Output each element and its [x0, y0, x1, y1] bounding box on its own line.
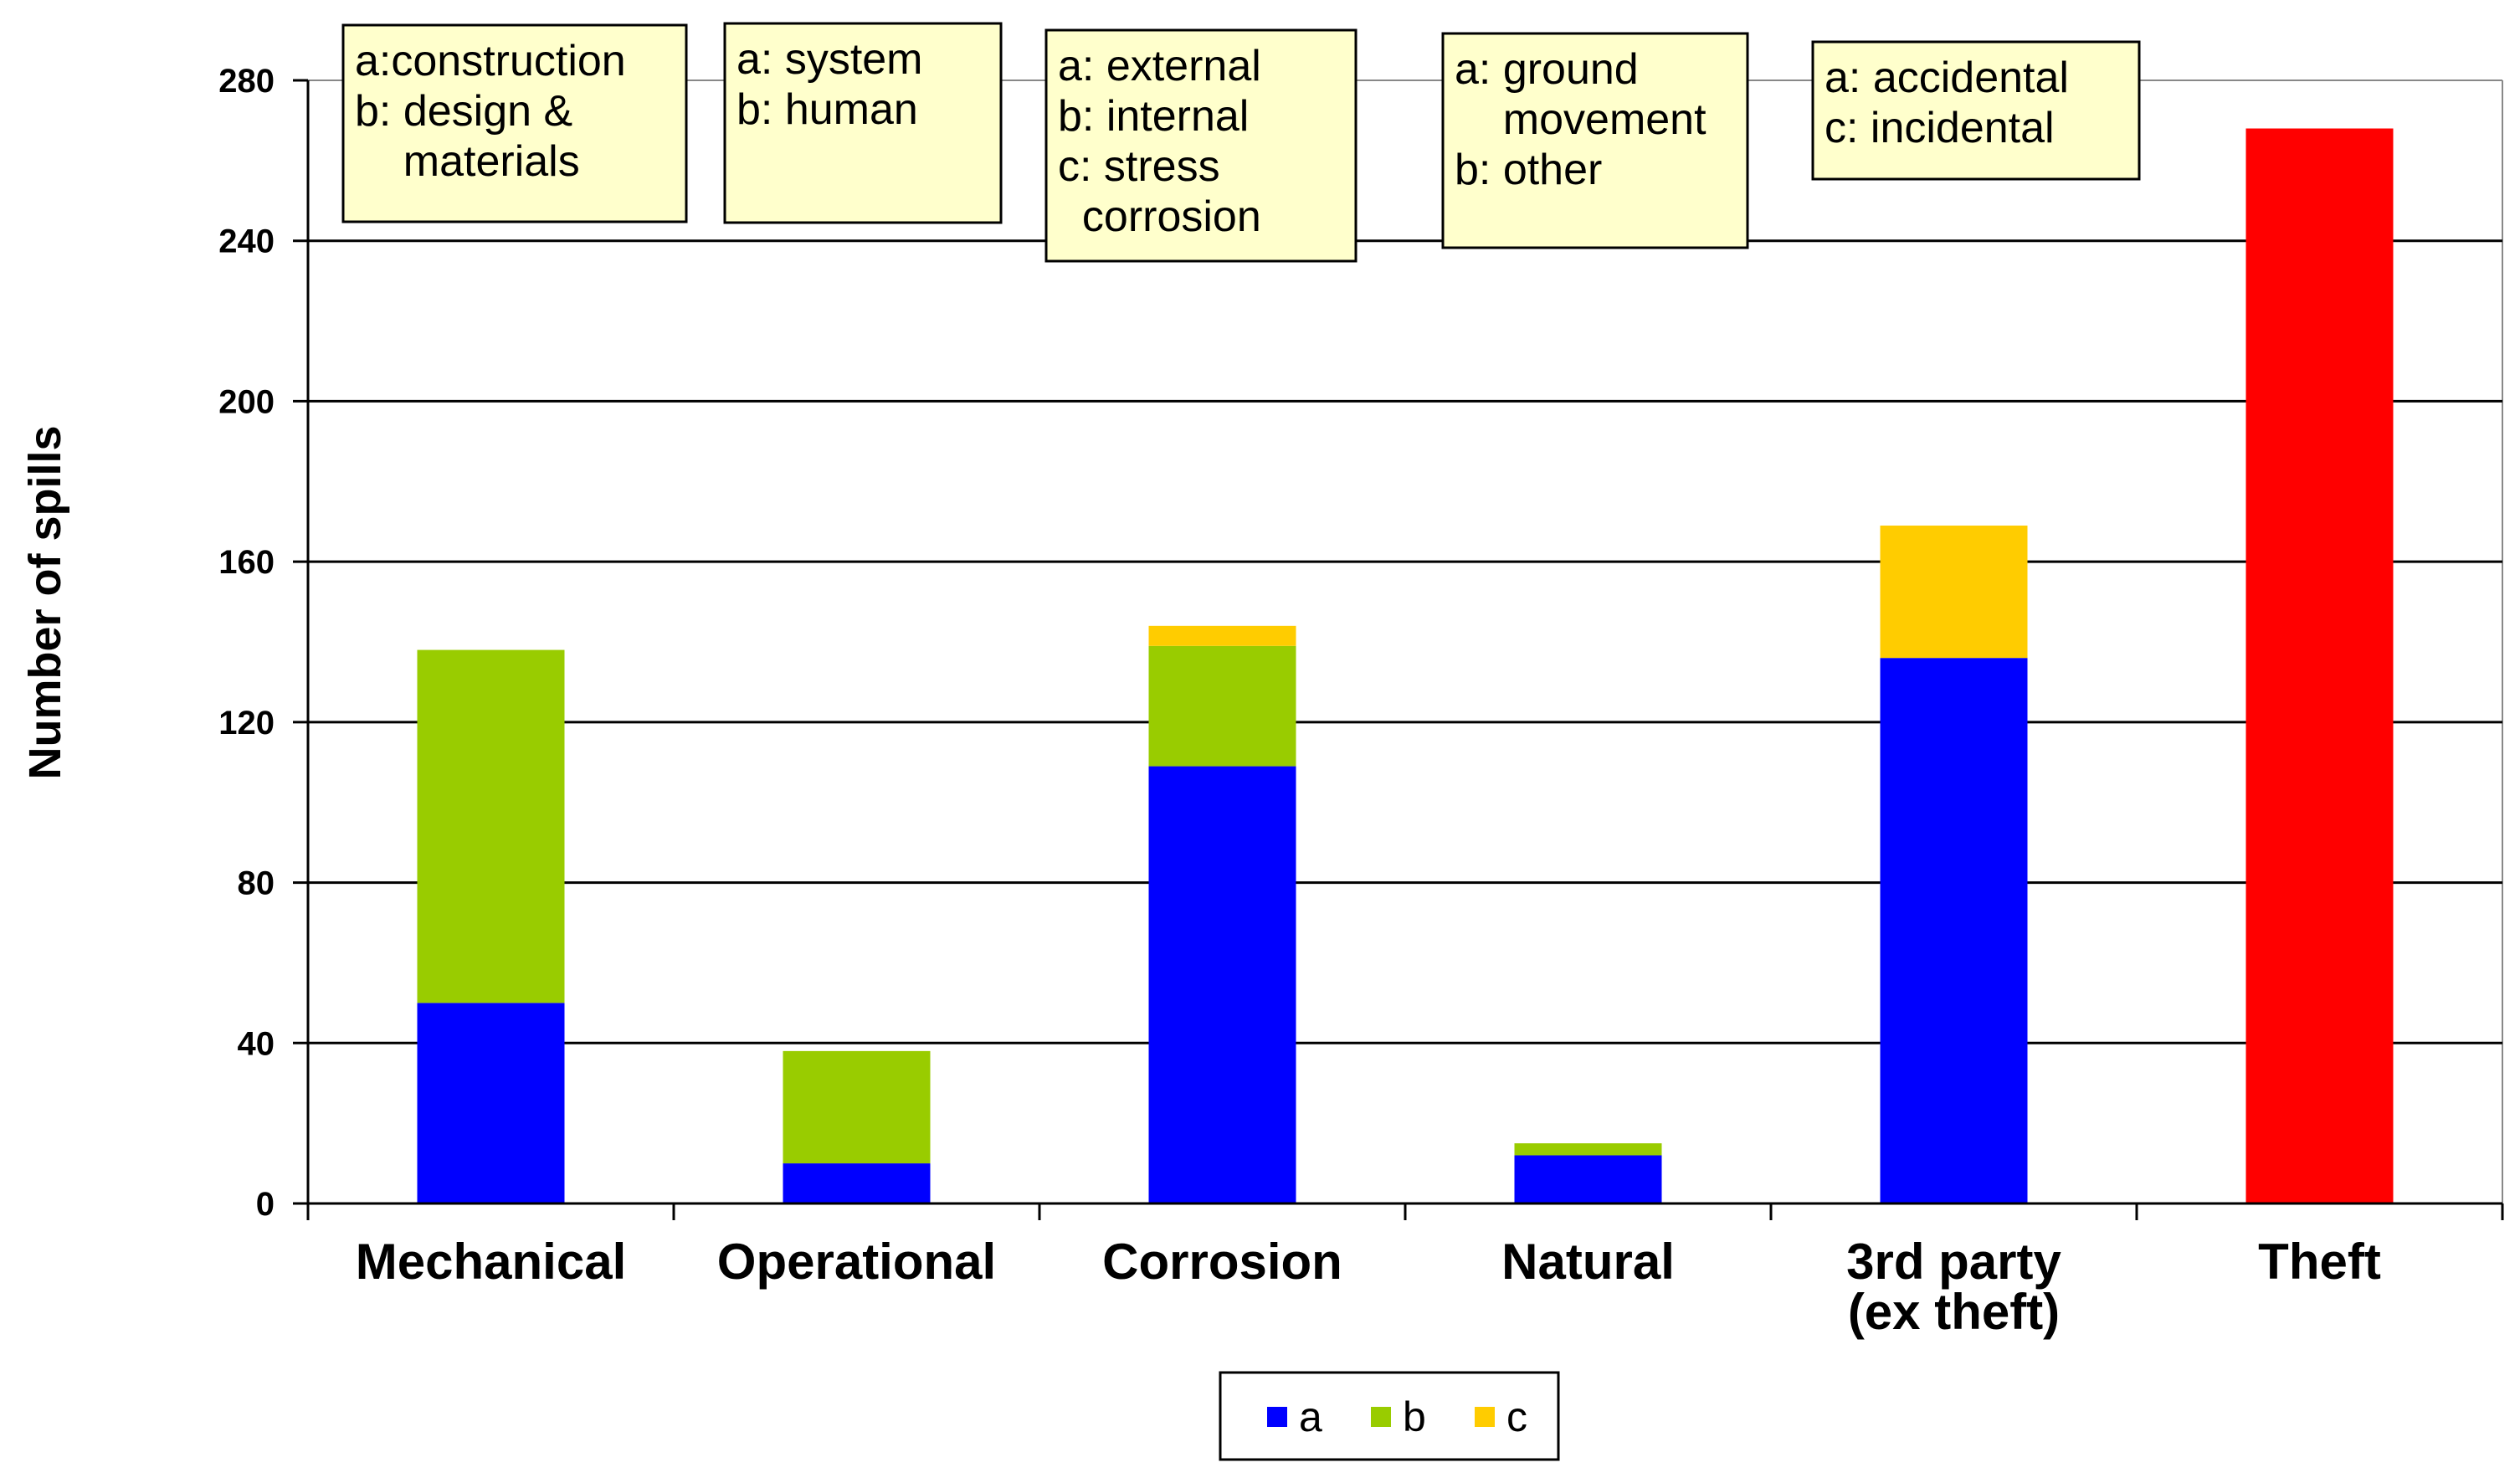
annotation-text: b: design & [355, 87, 572, 136]
bar-segment-theft [2245, 128, 2394, 1203]
y-tick-label: 240 [218, 223, 275, 260]
annotation-text: a: ground [1455, 45, 1639, 94]
annotation-text: a: system [736, 35, 923, 84]
annotation-text: materials [355, 137, 580, 186]
legend-swatch-b [1371, 1407, 1391, 1427]
bar-segment-a [1880, 658, 2028, 1203]
bar-segment-a [783, 1163, 931, 1203]
bar-segment-c [1148, 625, 1296, 646]
legend-label-b: b [1403, 1393, 1426, 1440]
x-category-label: Theft [2258, 1234, 2381, 1290]
annotation-text: corrosion [1058, 192, 1261, 241]
legend: a b c [1219, 1371, 1560, 1461]
annotation-text: b: other [1455, 146, 1602, 194]
annotation-box [1441, 32, 1749, 249]
annotation-box [1811, 40, 2141, 181]
annotation-text: b: internal [1058, 92, 1249, 141]
y-tick-label: 80 [238, 865, 275, 902]
x-category-label: 3rd party [1846, 1234, 2061, 1290]
legend-label-a: a [1299, 1393, 1322, 1440]
y-tick-label: 280 [218, 63, 275, 100]
y-tick-label: 160 [218, 544, 275, 581]
bar-segment-b [1514, 1143, 1662, 1156]
annotation-text: c: stress [1058, 142, 1220, 191]
bar-segment-b [1148, 645, 1296, 767]
bar-segment-b [783, 1050, 931, 1164]
annotation-box [723, 22, 1003, 224]
bar-segment-a [417, 1003, 565, 1203]
x-category-label: Mechanical [356, 1234, 626, 1290]
bar-segment-c [1880, 526, 2028, 659]
annotation-text: b: human [736, 85, 918, 134]
annotation-text: movement [1455, 95, 1707, 144]
bar-segment-a [1148, 766, 1296, 1203]
y-tick-label: 120 [218, 705, 275, 742]
y-axis-label: Number of spills [20, 425, 70, 779]
y-tick-labels: 0 40 80 120 160 200 240 280 [218, 63, 275, 1223]
x-category-label: Operational [717, 1234, 996, 1290]
bar-segment-a [1514, 1155, 1662, 1203]
y-tick-label: 0 [256, 1186, 275, 1223]
annotation-text: a: external [1058, 42, 1261, 90]
x-category-label: Corrosion [1102, 1234, 1342, 1290]
bars [417, 128, 2394, 1203]
axes [293, 79, 2504, 1220]
annotation-box [1044, 28, 1358, 263]
y-tick-label: 200 [218, 383, 275, 420]
x-category-labels: Mechanical Operational Corrosion Natural 3rd… [356, 1234, 2381, 1340]
y-tick-label: 40 [238, 1025, 275, 1062]
legend-swatch-a [1267, 1407, 1287, 1427]
annotation-text: a:construction [355, 37, 626, 85]
annotation-text: c: incidental [1825, 104, 2055, 152]
x-category-label: (ex theft) [1848, 1284, 2060, 1340]
legend-label-c: c [1506, 1393, 1527, 1440]
annotation-box [341, 23, 688, 223]
x-category-label: Natural [1501, 1234, 1675, 1290]
annotation-text: a: accidental [1825, 54, 2069, 102]
bar-segment-b [417, 649, 565, 1003]
legend-swatch-c [1475, 1407, 1495, 1427]
